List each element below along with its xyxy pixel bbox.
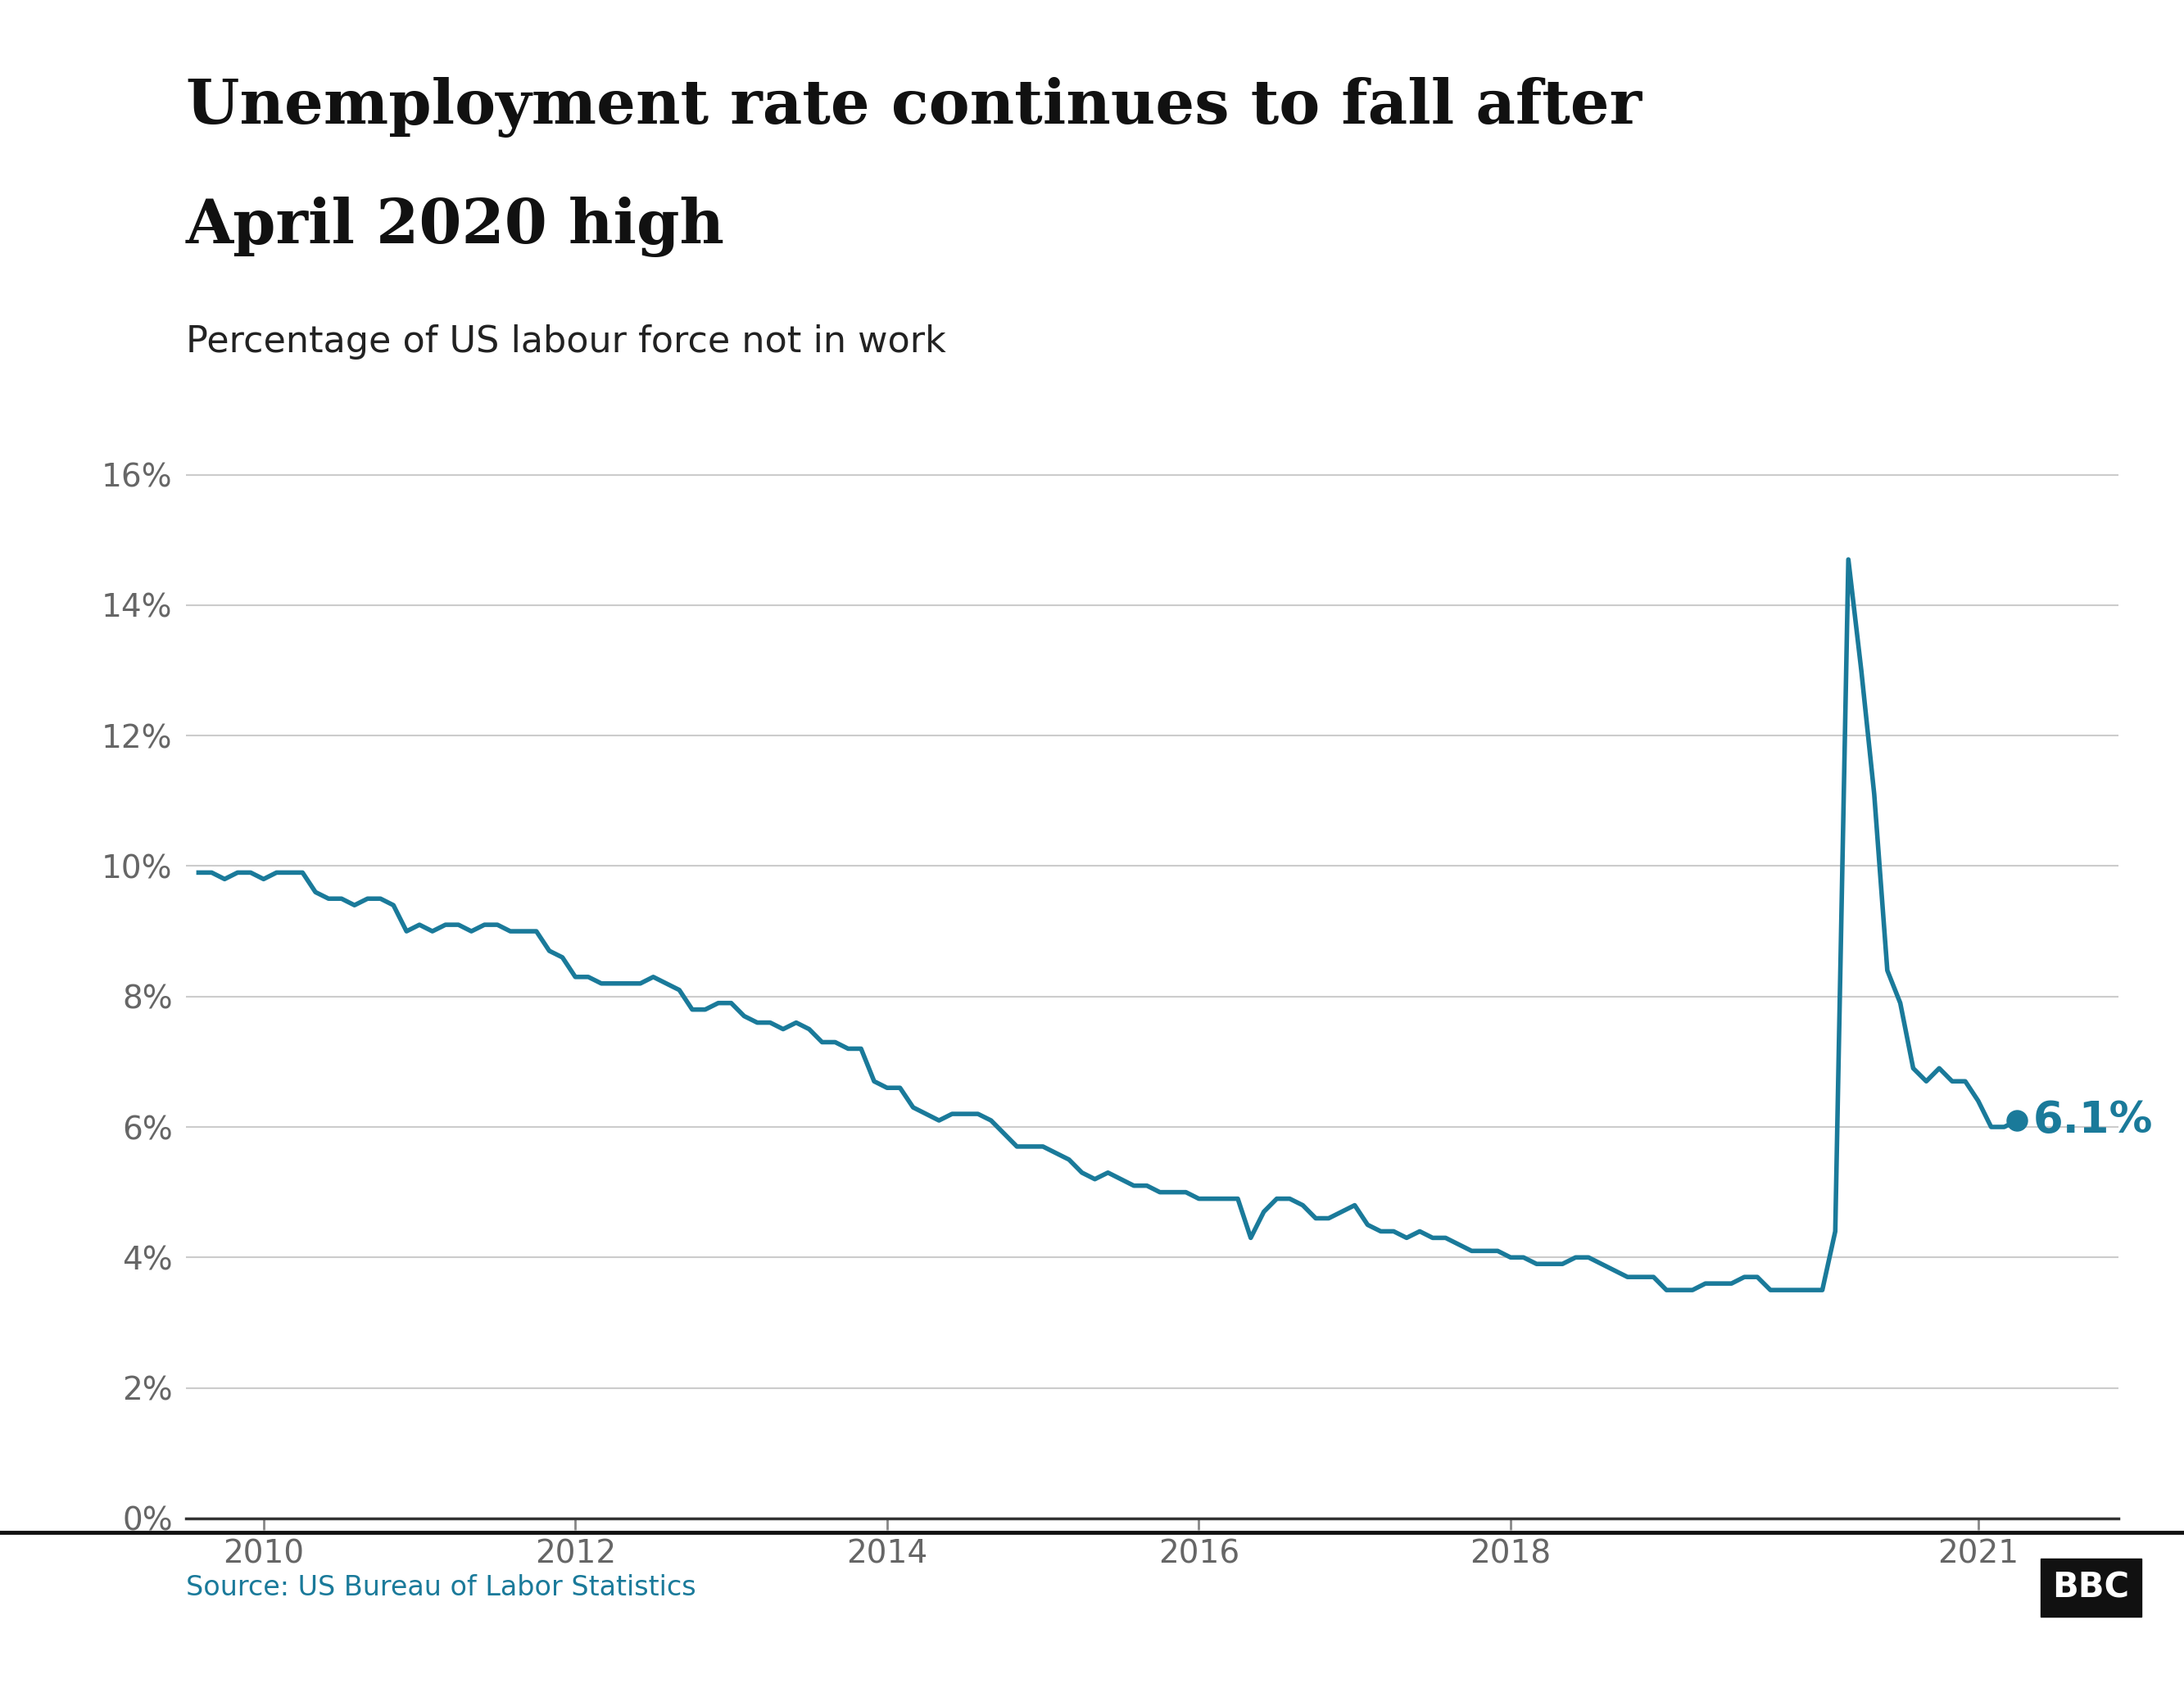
Text: April 2020 high: April 2020 high <box>186 196 725 258</box>
Text: Source: US Bureau of Labor Statistics: Source: US Bureau of Labor Statistics <box>186 1575 697 1602</box>
Text: Percentage of US labour force not in work: Percentage of US labour force not in wor… <box>186 324 946 360</box>
Text: Unemployment rate continues to fall after: Unemployment rate continues to fall afte… <box>186 77 1642 138</box>
Text: 6.1%: 6.1% <box>2033 1099 2153 1141</box>
Text: BBC: BBC <box>2053 1571 2129 1605</box>
